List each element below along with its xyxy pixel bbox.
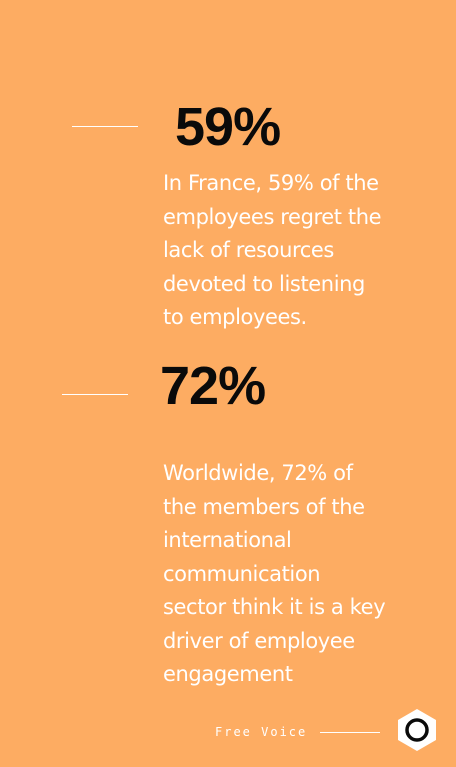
description-line: international: [163, 528, 292, 552]
hexagon-ring-logo-icon: [396, 708, 438, 752]
stat-divider-line: [62, 394, 128, 395]
description-line: devoted to listening: [163, 271, 365, 296]
stat-description: Worldwide, 72% of the members of the int…: [163, 457, 386, 692]
brand-name: Free Voice: [215, 725, 308, 739]
description-line: In France, 59% of the: [163, 171, 379, 195]
description-line: engagement: [163, 662, 293, 686]
description-line: Worldwide, 72% of: [163, 461, 353, 485]
description-line: lack of resources: [163, 238, 334, 262]
description-line: driver of employee: [163, 628, 355, 653]
stat-description: In France, 59% of the employees regret t…: [163, 167, 382, 335]
stat-divider-line: [72, 126, 138, 127]
description-line: to employees.: [163, 305, 307, 329]
stat-value: 59%: [175, 97, 281, 157]
stat-value: 72%: [160, 356, 266, 416]
footer-divider-line: [320, 732, 380, 733]
description-line: communication: [163, 561, 321, 586]
description-line: employees regret the: [163, 204, 382, 229]
description-line: sector think it is a key: [163, 595, 386, 619]
description-line: the members of the: [163, 494, 365, 519]
